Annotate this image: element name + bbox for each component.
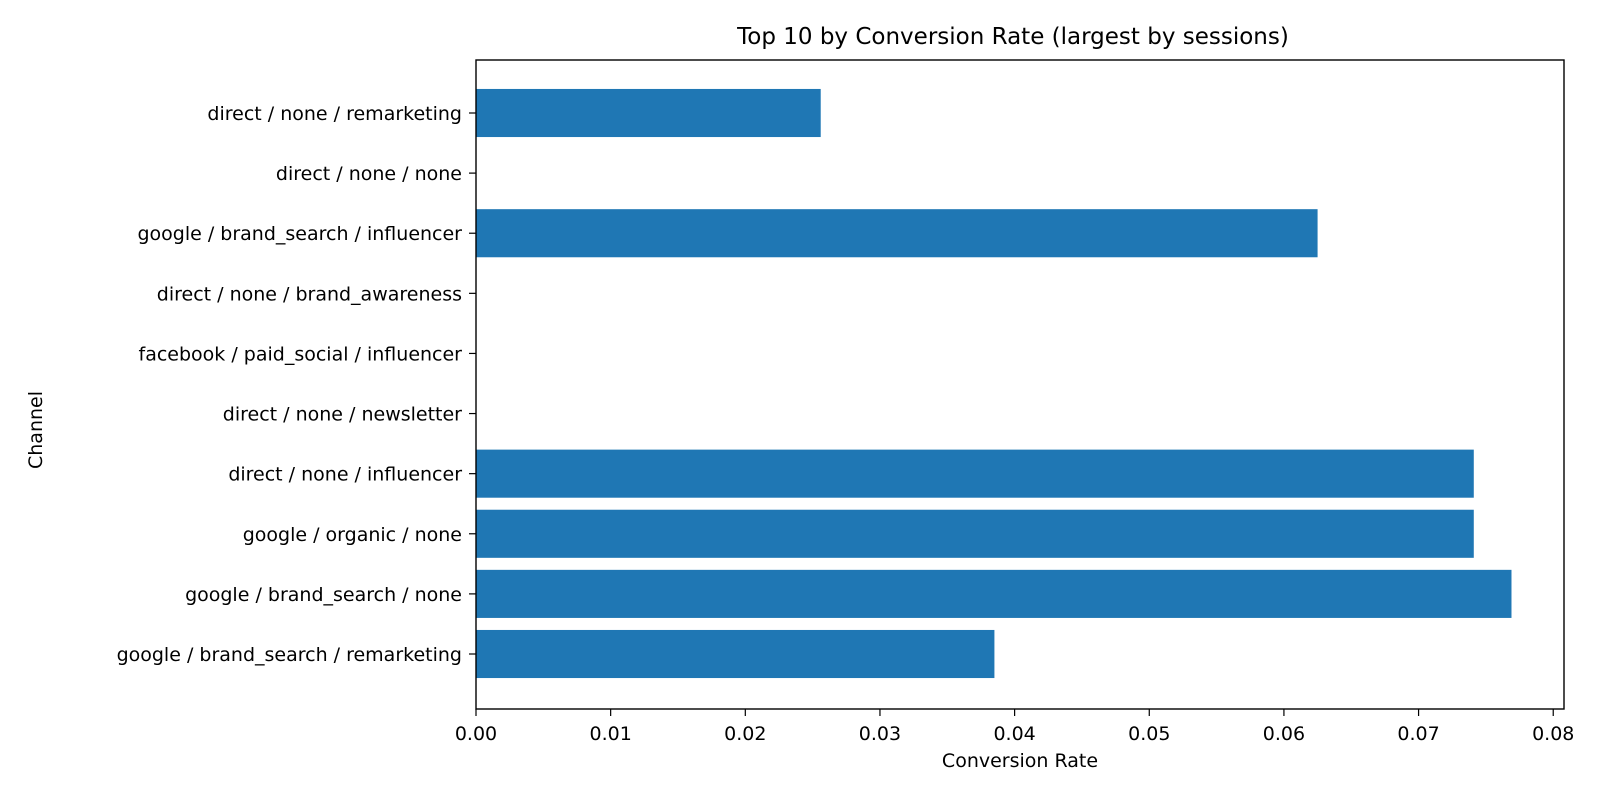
x-tick-label: 0.03 xyxy=(859,723,901,745)
y-tick-label: facebook / paid_social / influencer xyxy=(139,343,463,365)
x-axis-ticks: 0.00 0.01 0.02 0.03 0.04 0.05 0.06 0.07 0.08 xyxy=(455,709,1574,745)
y-tick-label: direct / none / brand_awareness xyxy=(157,283,462,305)
y-tick-label: google / brand_search / none xyxy=(185,584,462,606)
x-tick-label: 0.05 xyxy=(1128,723,1170,745)
plot-frame xyxy=(475,59,1565,710)
y-tick-label: direct / none / none xyxy=(276,163,462,185)
bar-8 xyxy=(476,569,1512,618)
y-tick-label: google / brand_search / influencer xyxy=(137,223,462,245)
y-tick-label: google / organic / none xyxy=(243,524,462,546)
bar-9 xyxy=(476,629,995,679)
bar-6 xyxy=(476,449,1474,498)
x-tick-label: 0.02 xyxy=(724,723,766,745)
y-tick-label: google / brand_search / remarketing xyxy=(117,644,462,666)
x-axis-label: Conversion Rate xyxy=(942,750,1098,772)
x-tick-label: 0.06 xyxy=(1263,723,1305,745)
x-tick-label: 0.08 xyxy=(1532,723,1574,745)
y-tick-label: direct / none / newsletter xyxy=(223,404,462,426)
x-tick-label: 0.07 xyxy=(1397,723,1439,745)
x-tick-label: 0.01 xyxy=(589,723,631,745)
bars-group xyxy=(476,88,1512,679)
chart-title: Top 10 by Conversion Rate (largest by se… xyxy=(736,24,1289,50)
y-axis-label: Channel xyxy=(25,391,47,469)
bar-2 xyxy=(476,209,1318,258)
bar-0 xyxy=(476,88,821,138)
bar-7 xyxy=(476,509,1474,558)
y-axis-ticks: direct / none / remarketing direct / none… xyxy=(117,103,476,666)
y-tick-label: direct / none / influencer xyxy=(228,464,462,486)
x-tick-label: 0.00 xyxy=(455,723,497,745)
y-tick-label: direct / none / remarketing xyxy=(207,103,462,125)
x-tick-label: 0.04 xyxy=(993,723,1035,745)
